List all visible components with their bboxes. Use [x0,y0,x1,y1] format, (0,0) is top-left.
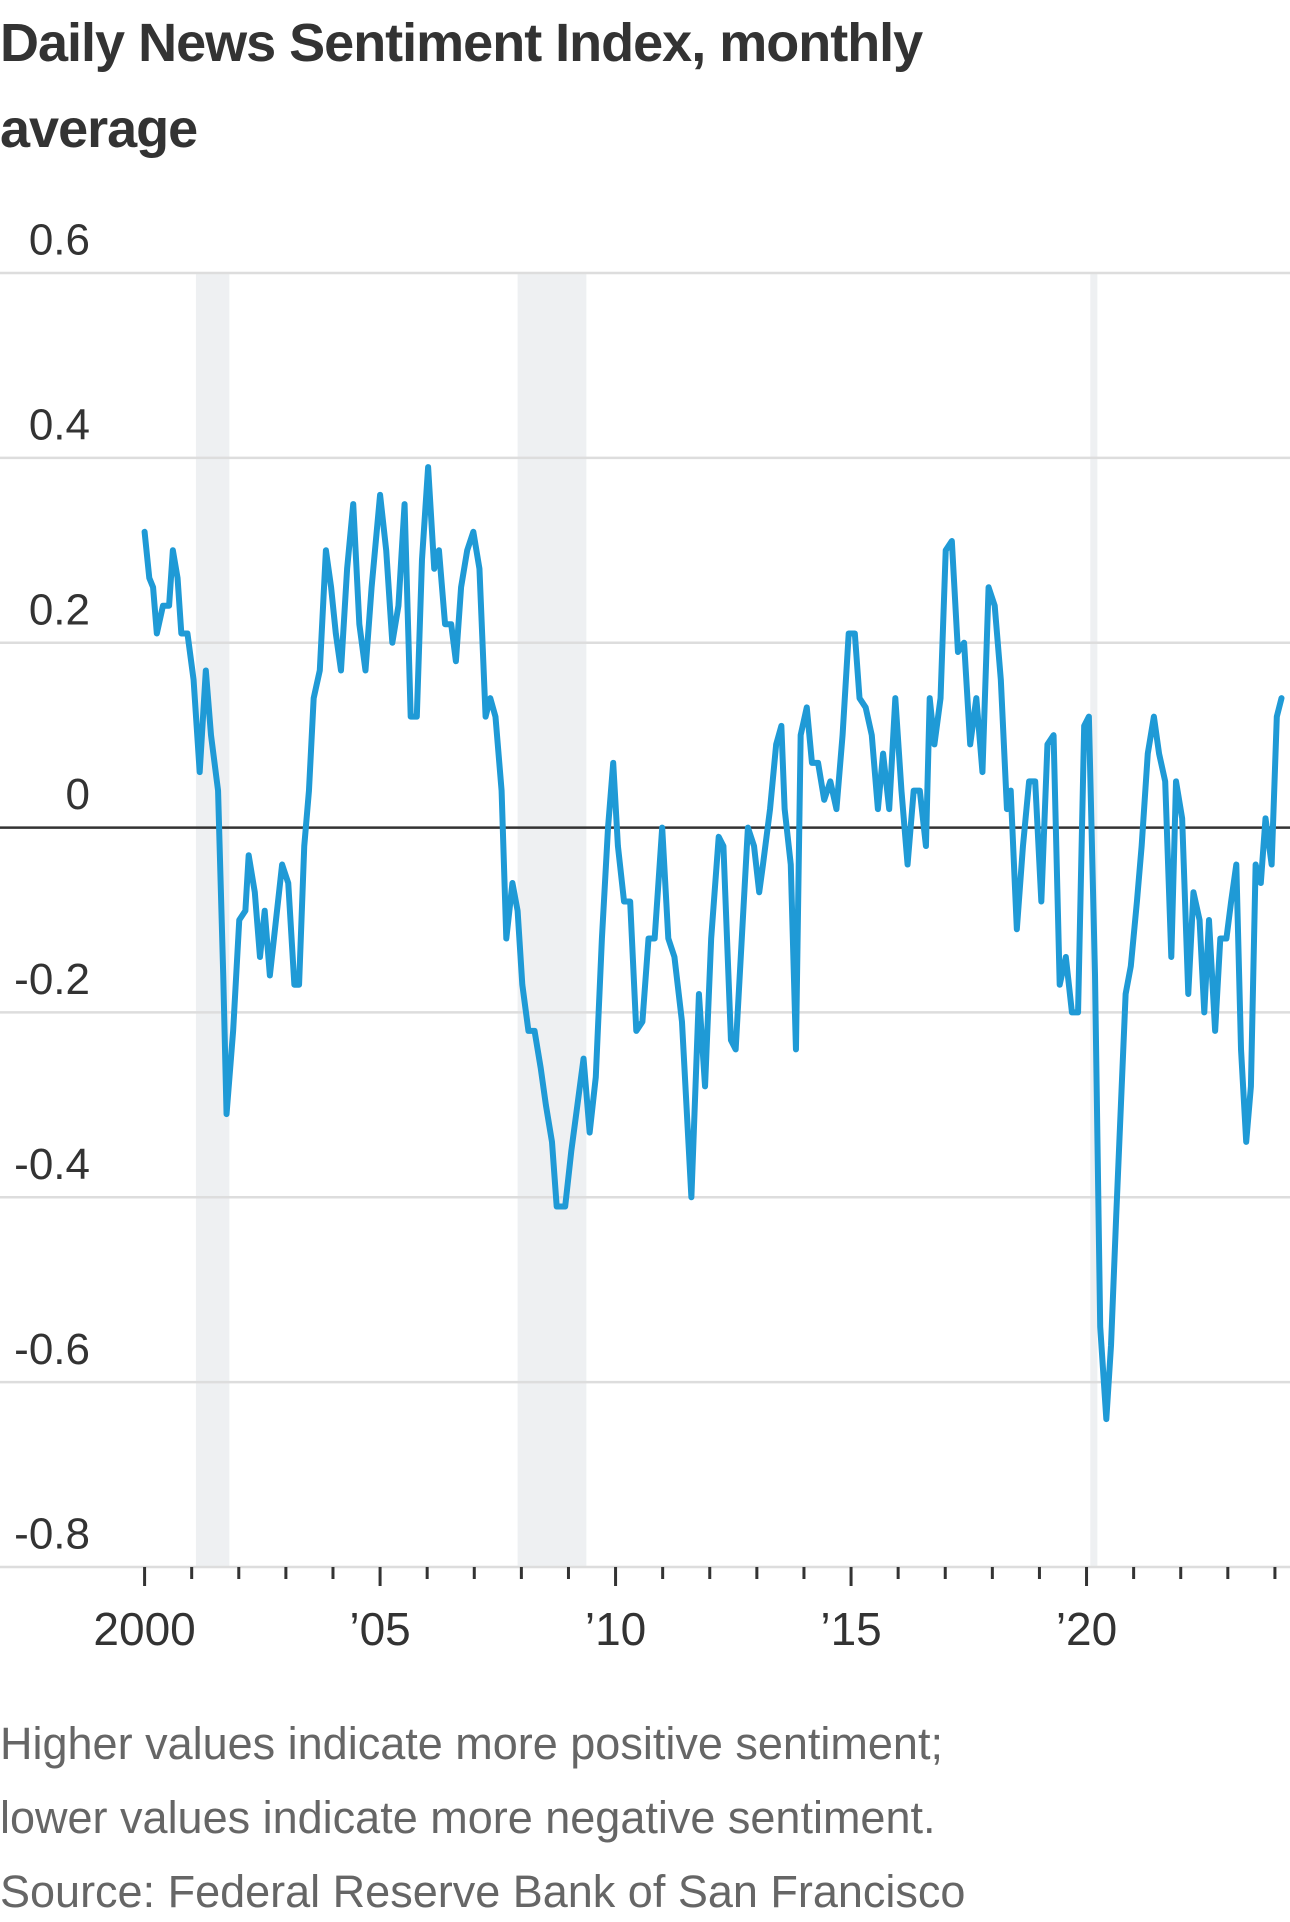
shaded-span [517,273,587,1567]
y-tick-label: -0.6 [14,1325,90,1374]
y-tick-label: 0.6 [29,216,90,265]
note: lower values indicate more negative sent… [0,1792,936,1843]
y-tick-label: -0.4 [14,1140,90,1189]
x-tick-label: 2000 [93,1603,195,1655]
y-tick-label: 0 [66,770,90,819]
note: Higher values indicate more positive sen… [0,1718,943,1769]
x-tick-label: ’15 [820,1603,881,1655]
x-tick-label: ’20 [1056,1603,1117,1655]
y-tick-label: 0.2 [29,585,90,634]
y-tick-label: -0.8 [14,1510,90,1559]
series-line [141,464,1285,1423]
note: Source: Federal Reserve Bank of San Fran… [0,1866,965,1917]
x-tick-label: ’10 [585,1603,646,1655]
chart-title: Daily News Sentiment Index, monthly aver… [0,13,923,159]
x-tick-label: ’05 [349,1603,410,1655]
y-tick-label: -0.2 [14,955,90,1004]
y-tick-label: 0.4 [29,400,90,449]
